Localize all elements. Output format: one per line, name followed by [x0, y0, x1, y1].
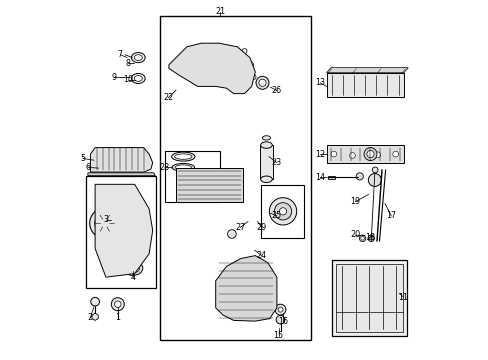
Text: 28: 28 [159, 163, 169, 172]
Ellipse shape [175, 165, 191, 170]
Text: 14: 14 [314, 173, 325, 181]
Circle shape [367, 235, 374, 242]
Text: 18: 18 [364, 233, 374, 242]
Text: 8: 8 [125, 58, 130, 68]
Circle shape [242, 49, 246, 54]
Polygon shape [215, 256, 276, 321]
Text: 4: 4 [130, 273, 135, 282]
Circle shape [277, 307, 283, 312]
Polygon shape [331, 260, 407, 336]
Circle shape [366, 150, 373, 158]
Circle shape [179, 50, 208, 79]
Circle shape [113, 225, 138, 250]
Polygon shape [326, 73, 403, 97]
Ellipse shape [260, 176, 272, 183]
Circle shape [111, 298, 124, 311]
Text: 3: 3 [103, 215, 108, 224]
Circle shape [355, 173, 363, 180]
Text: 11: 11 [398, 292, 408, 302]
Circle shape [269, 198, 296, 225]
Text: 26: 26 [271, 86, 282, 95]
Text: 5: 5 [80, 154, 85, 163]
Polygon shape [95, 184, 152, 277]
Circle shape [91, 297, 99, 306]
Circle shape [101, 219, 109, 228]
Text: 25: 25 [271, 211, 282, 220]
Ellipse shape [172, 163, 194, 171]
Circle shape [276, 315, 284, 324]
Ellipse shape [134, 76, 142, 81]
Text: 13: 13 [314, 78, 325, 87]
Text: 9: 9 [111, 73, 117, 82]
Ellipse shape [134, 55, 142, 60]
Text: 15: 15 [273, 331, 283, 340]
Circle shape [392, 151, 398, 157]
Circle shape [89, 208, 120, 238]
Text: 23: 23 [271, 158, 282, 167]
Polygon shape [90, 148, 152, 172]
Ellipse shape [131, 53, 145, 63]
Circle shape [216, 60, 239, 84]
Polygon shape [176, 168, 242, 202]
Text: 16: 16 [278, 317, 288, 325]
Ellipse shape [262, 136, 270, 140]
Circle shape [330, 151, 336, 157]
Polygon shape [327, 176, 335, 179]
Text: 24: 24 [256, 251, 266, 260]
Text: 20: 20 [349, 230, 360, 239]
Text: 7: 7 [118, 50, 122, 59]
Bar [160, 16, 310, 340]
Text: 19: 19 [349, 197, 360, 206]
Polygon shape [326, 145, 403, 163]
Polygon shape [259, 145, 273, 179]
Circle shape [256, 76, 268, 89]
Ellipse shape [123, 261, 142, 275]
Polygon shape [88, 173, 155, 176]
Circle shape [359, 235, 365, 242]
Circle shape [367, 174, 381, 186]
Circle shape [349, 153, 355, 158]
Ellipse shape [171, 152, 195, 161]
Circle shape [248, 62, 253, 67]
Text: 21: 21 [215, 7, 224, 16]
Text: 6: 6 [85, 163, 90, 172]
Circle shape [186, 57, 202, 73]
Circle shape [119, 231, 132, 244]
Circle shape [227, 230, 236, 238]
Circle shape [222, 66, 234, 78]
Circle shape [360, 237, 364, 240]
Text: 2: 2 [88, 313, 93, 322]
Circle shape [275, 304, 285, 315]
Bar [86, 176, 156, 288]
Bar [164, 151, 220, 202]
Circle shape [274, 203, 291, 220]
Circle shape [250, 75, 256, 80]
Text: 29: 29 [256, 223, 266, 232]
Ellipse shape [131, 73, 145, 84]
Polygon shape [326, 68, 407, 73]
Text: 12: 12 [314, 150, 325, 158]
Bar [260, 185, 303, 238]
Polygon shape [168, 43, 255, 94]
Ellipse shape [260, 142, 272, 148]
Text: 22: 22 [163, 94, 173, 102]
Circle shape [279, 208, 286, 215]
Circle shape [368, 237, 372, 240]
Text: 27: 27 [235, 223, 245, 232]
Text: 1: 1 [115, 313, 120, 322]
Ellipse shape [126, 264, 140, 273]
Text: 10: 10 [122, 76, 133, 85]
Circle shape [363, 148, 376, 161]
Circle shape [371, 167, 377, 173]
Circle shape [374, 152, 380, 158]
Polygon shape [335, 264, 402, 332]
Circle shape [258, 79, 265, 86]
Text: 17: 17 [386, 211, 396, 220]
Circle shape [95, 213, 115, 233]
Ellipse shape [174, 154, 192, 159]
Circle shape [114, 301, 121, 307]
